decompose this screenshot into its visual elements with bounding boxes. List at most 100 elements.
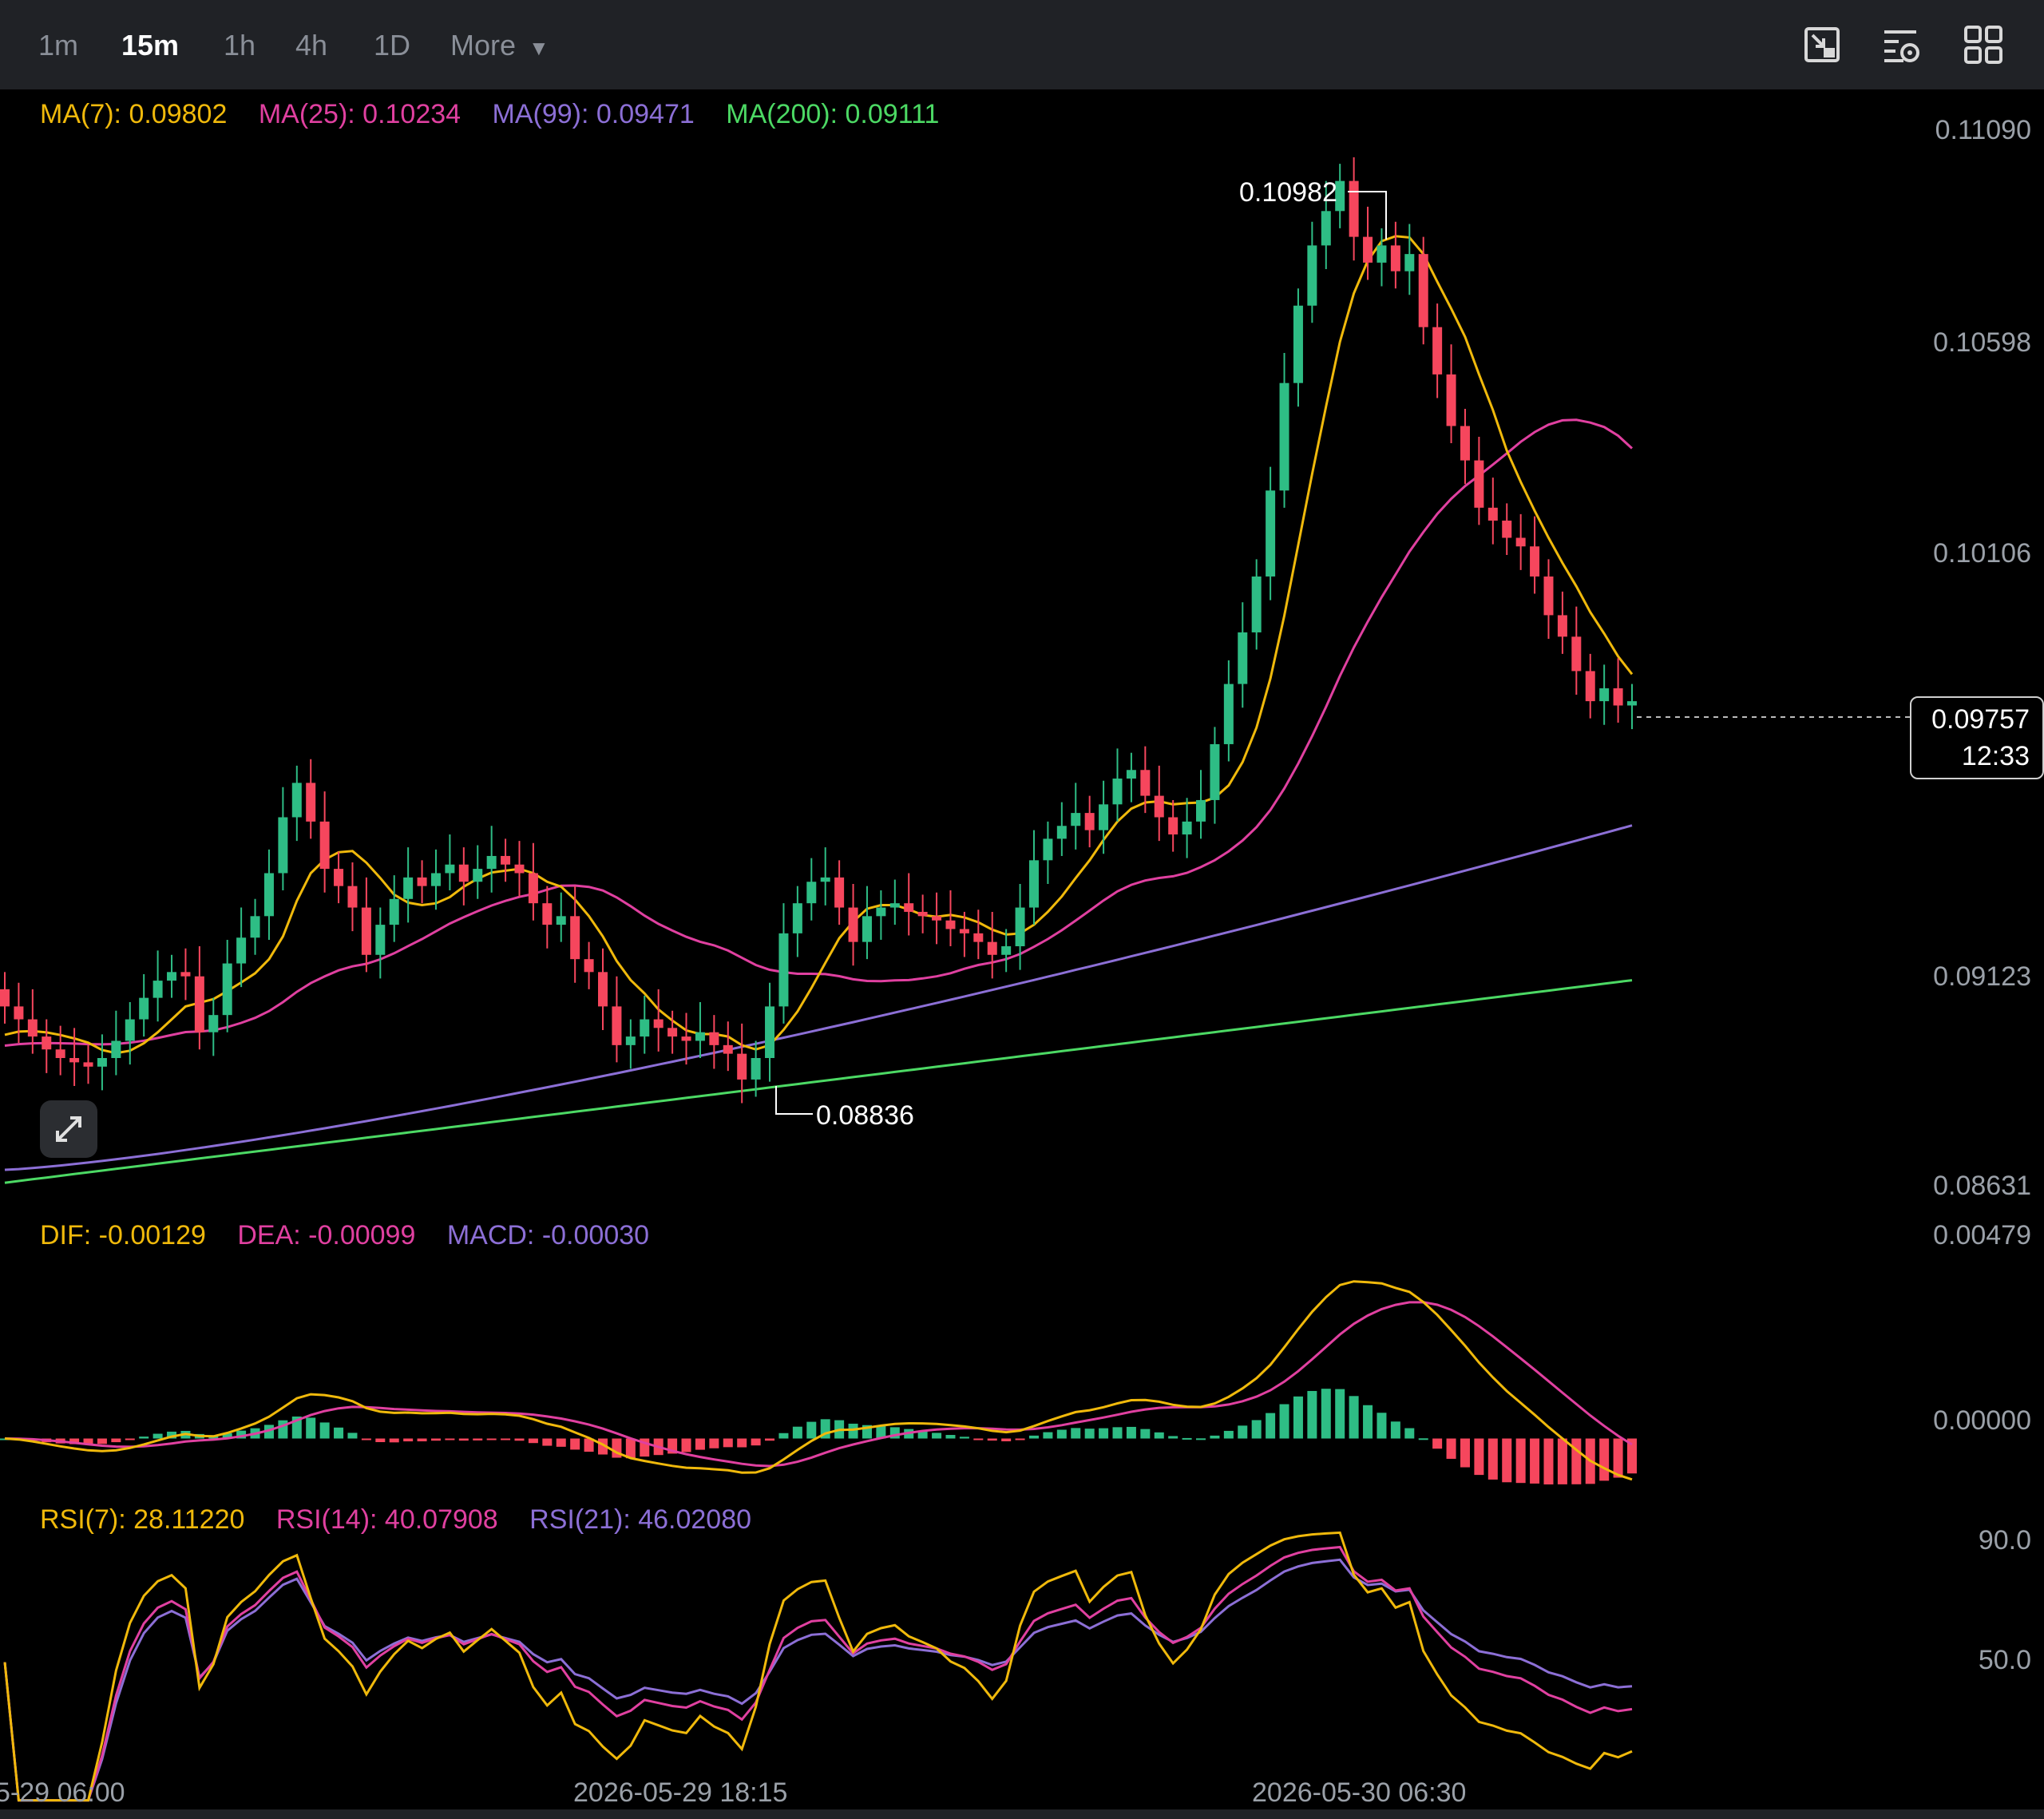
macd-histogram-bar	[1543, 1438, 1554, 1485]
macd-histogram-bar	[306, 1417, 316, 1439]
macd-histogram-bar	[1043, 1432, 1053, 1439]
dea-legend: DEA: -0.00099	[237, 1220, 416, 1250]
macd-axis-label: 0.00000	[1933, 1405, 2031, 1436]
macd-histogram-bar	[153, 1433, 163, 1439]
macd-histogram-bar	[1321, 1389, 1331, 1439]
candle-body	[361, 907, 371, 955]
indicator-settings-icon[interactable]	[1881, 24, 1923, 65]
timeframe-toolbar: 1m 15m 1h 4h 1D More ▼	[0, 0, 2044, 89]
candle-body	[820, 877, 830, 882]
ma99-legend: MA(99): 0.09471	[492, 99, 695, 129]
candle-body	[445, 864, 455, 874]
candle-body	[1223, 684, 1234, 744]
macd-histogram-bar	[236, 1430, 247, 1439]
candle-body	[1140, 770, 1151, 796]
macd-histogram-bar	[514, 1438, 525, 1441]
macd-histogram-bar	[1084, 1429, 1095, 1439]
ma7-legend: MA(7): 0.09802	[40, 99, 228, 129]
low-price-marker: 0.08836	[816, 1100, 914, 1131]
rsi14-line	[3, 1545, 1633, 1802]
macd-histogram-bar	[1140, 1429, 1151, 1439]
macd-histogram-bar	[347, 1433, 358, 1439]
candle-body	[1530, 546, 1540, 577]
candle-body	[1266, 490, 1276, 577]
candle-body	[208, 1015, 219, 1032]
macd-histogram-bar	[278, 1420, 288, 1439]
macd-histogram-bar	[222, 1433, 232, 1439]
timeframe-1m[interactable]: 1m	[38, 29, 79, 61]
candle-body	[111, 1040, 121, 1059]
timeframe-1h[interactable]: 1h	[224, 29, 256, 61]
candle-body	[334, 869, 344, 886]
candle-body	[1321, 211, 1331, 246]
ma7-line	[4, 235, 1634, 1055]
price-axis-label: 0.11090	[1935, 115, 2031, 145]
macd-histogram-bar	[1293, 1396, 1303, 1439]
macd-histogram-bar	[1266, 1413, 1276, 1439]
candle-body	[695, 1032, 705, 1041]
macd-histogram-bar	[528, 1438, 538, 1444]
macd-histogram-bar	[1390, 1421, 1400, 1439]
candle-body	[917, 911, 928, 917]
macd-histogram-bar	[403, 1438, 414, 1442]
macd-histogram-bar	[1112, 1427, 1123, 1439]
candle-body	[959, 929, 969, 933]
candle-body	[1390, 245, 1400, 271]
chart-switch-icon[interactable]	[1801, 24, 1843, 65]
candle-body	[417, 877, 427, 886]
macd-histogram-bar	[973, 1438, 984, 1441]
time-axis-label: 5-29 06:00	[0, 1777, 125, 1808]
timeframe-15m[interactable]: 15m	[121, 29, 180, 61]
timeframe-4h[interactable]: 4h	[295, 29, 328, 61]
macd-histogram-bar	[584, 1438, 594, 1452]
candle-body	[1112, 779, 1123, 805]
candle-body	[1515, 537, 1526, 547]
candle-body	[1585, 671, 1595, 702]
candle-body	[1557, 615, 1567, 637]
macd-histogram-bar	[1474, 1438, 1484, 1476]
candle-body	[737, 1053, 747, 1080]
macd-histogram-bar	[1182, 1437, 1192, 1440]
candle-body	[222, 963, 232, 1016]
macd-histogram-bar	[83, 1438, 93, 1445]
expand-chart-button[interactable]	[40, 1100, 97, 1158]
candle-body	[889, 903, 900, 908]
macd-histogram-bar	[1056, 1429, 1067, 1439]
candle-body	[778, 933, 789, 1007]
layout-grid-icon[interactable]	[1963, 24, 2004, 65]
candle-body	[667, 1028, 678, 1037]
macd-histogram-bar	[1168, 1436, 1178, 1439]
macd-histogram-bar	[542, 1438, 553, 1446]
candle-body	[904, 903, 914, 912]
macd-histogram-bar	[1015, 1438, 1025, 1441]
candle-body	[1293, 305, 1303, 383]
macd-histogram-bar	[1251, 1420, 1262, 1439]
candle-body	[723, 1044, 733, 1054]
candle-body	[1099, 804, 1109, 830]
candle-body	[806, 882, 817, 904]
macd-histogram-bar	[1599, 1438, 1610, 1481]
dea-line	[4, 1301, 1633, 1468]
rsi-axis-label: 90.0	[1978, 1525, 2031, 1555]
candle-body	[278, 817, 288, 874]
candle-body	[1126, 770, 1136, 779]
macd-histogram-bar	[556, 1438, 566, 1447]
candle-body	[42, 1036, 52, 1050]
macd-histogram-bar	[723, 1438, 733, 1448]
macd-histogram-bar	[125, 1438, 135, 1441]
high-price-marker: 0.10982	[1239, 177, 1337, 208]
candle-body	[306, 783, 316, 822]
more-timeframes-dropdown[interactable]: More ▼	[450, 29, 549, 62]
candle-body	[1015, 907, 1025, 947]
macd-axis-label: 0.00479	[1933, 1220, 2031, 1250]
candle-body	[14, 1006, 24, 1020]
macd-histogram-bar	[987, 1438, 997, 1441]
ma-legend: MA(7): 0.09802 MA(25): 0.10234 MA(99): 0…	[40, 99, 963, 130]
macd-histogram-bar	[375, 1438, 386, 1443]
timeframe-1d[interactable]: 1D	[374, 29, 411, 61]
candle-body	[1238, 632, 1248, 684]
macd-histogram-bar	[1307, 1390, 1317, 1439]
macd-histogram-bar	[737, 1438, 747, 1448]
candle-body	[1154, 795, 1164, 818]
